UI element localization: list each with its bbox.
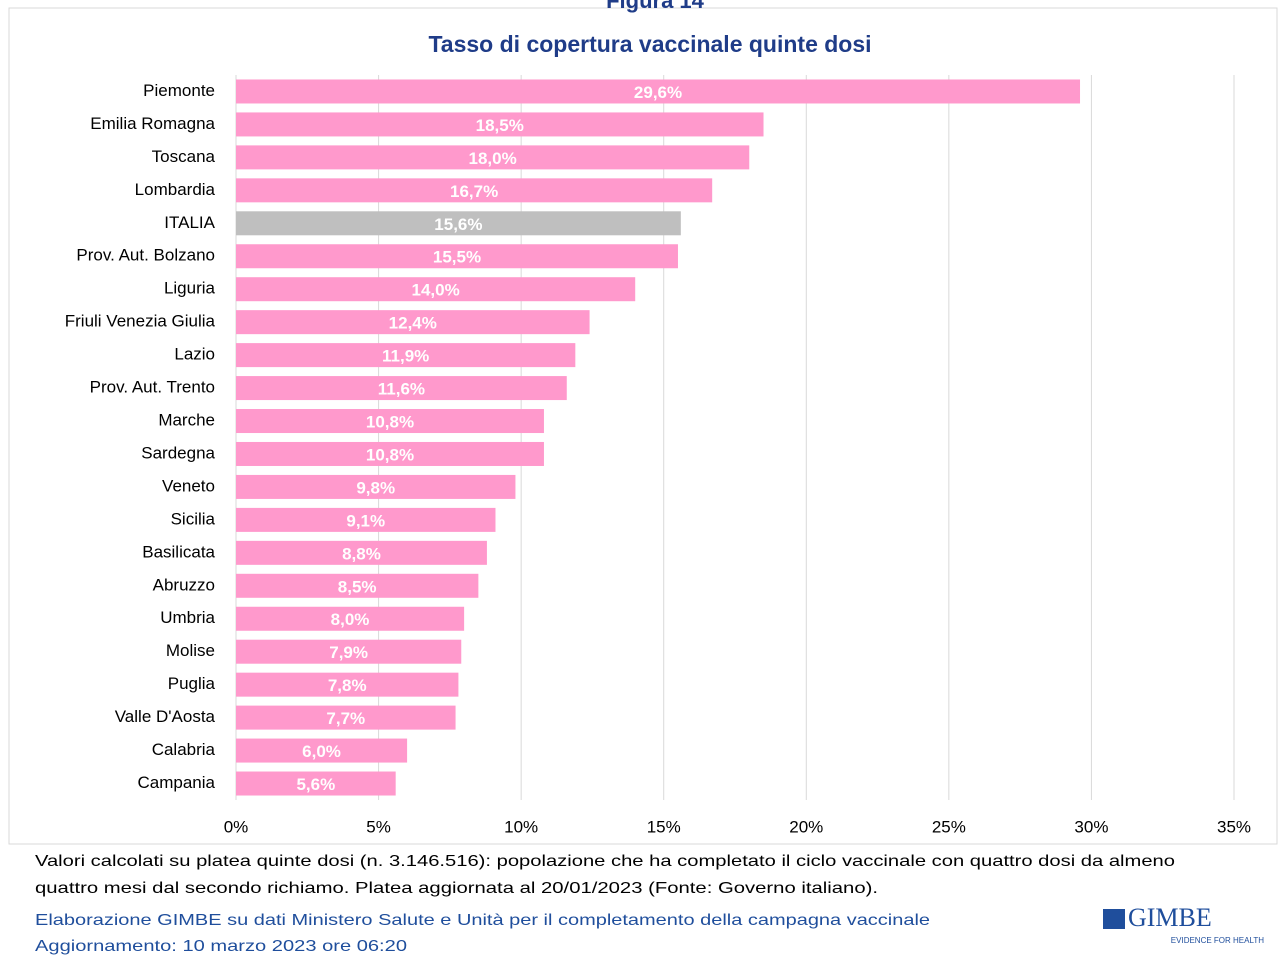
x-tick-label: 5% bbox=[366, 817, 391, 836]
bar bbox=[236, 738, 408, 763]
x-tick-label: 0% bbox=[224, 817, 249, 836]
y-tick-label: Emilia Romagna bbox=[90, 114, 215, 133]
data-label: 9,8% bbox=[356, 478, 395, 497]
data-label: 16,7% bbox=[450, 182, 498, 201]
y-tick-label: Abruzzo bbox=[153, 575, 215, 594]
data-label: 18,5% bbox=[476, 116, 524, 135]
y-tick-label: Friuli Venezia Giulia bbox=[65, 312, 216, 331]
data-label: 14,0% bbox=[411, 281, 459, 300]
x-tick-label: 20% bbox=[789, 817, 823, 836]
y-tick-label: Calabria bbox=[152, 740, 216, 759]
bar bbox=[236, 672, 459, 697]
y-tick-label: Lombardia bbox=[135, 180, 216, 199]
x-tick-label: 35% bbox=[1217, 817, 1251, 836]
bar bbox=[236, 79, 1081, 104]
bar bbox=[236, 376, 567, 401]
logo: GIMBE EVIDENCE FOR HEALTH bbox=[1103, 903, 1264, 945]
x-tick-label: 25% bbox=[932, 817, 966, 836]
bar bbox=[236, 540, 487, 565]
y-tick-label: Piemonte bbox=[143, 81, 215, 100]
x-tick-label: 10% bbox=[504, 817, 538, 836]
bar bbox=[236, 145, 750, 170]
data-label: 10,8% bbox=[366, 413, 414, 432]
data-label: 10,8% bbox=[366, 445, 414, 464]
y-tick-label: Sicilia bbox=[171, 509, 216, 528]
data-label: 7,8% bbox=[328, 676, 367, 695]
logo-tagline: EVIDENCE FOR HEALTH bbox=[1171, 936, 1264, 945]
x-tick-label: 30% bbox=[1074, 817, 1108, 836]
bar bbox=[236, 244, 678, 269]
data-label: 7,9% bbox=[329, 643, 368, 662]
bar bbox=[236, 211, 681, 236]
logo-icon bbox=[1103, 909, 1125, 929]
data-label: 11,9% bbox=[382, 347, 429, 366]
chart-frame bbox=[8, 7, 1278, 845]
y-tick-label: Marche bbox=[158, 411, 215, 430]
y-tick-label: Lazio bbox=[174, 345, 215, 364]
y-tick-label: Basilicata bbox=[142, 542, 215, 561]
data-label: 29,6% bbox=[634, 83, 682, 102]
logo-name: GIMBE bbox=[1128, 903, 1212, 932]
y-tick-label: Sardegna bbox=[141, 443, 215, 462]
data-label: 7,7% bbox=[326, 709, 365, 728]
data-label: 8,8% bbox=[342, 544, 381, 563]
note: Valori calcolati su platea quinte dosi (… bbox=[35, 853, 1175, 870]
data-label: 6,0% bbox=[302, 742, 341, 761]
bar bbox=[236, 705, 456, 730]
y-tick-label: Veneto bbox=[162, 476, 215, 495]
bar bbox=[236, 474, 516, 499]
figure-label: Figura 14 bbox=[606, 0, 705, 13]
data-label: 18,0% bbox=[469, 149, 517, 168]
data-label: 5,6% bbox=[296, 775, 335, 794]
y-tick-label: Prov. Aut. Trento bbox=[90, 378, 215, 397]
y-tick-label: Puglia bbox=[168, 674, 216, 693]
bar bbox=[236, 277, 636, 302]
data-label: 8,5% bbox=[338, 577, 377, 596]
bar bbox=[236, 639, 462, 664]
x-tick-label: 15% bbox=[647, 817, 681, 836]
y-tick-label: Valle D'Aosta bbox=[115, 707, 216, 726]
bar bbox=[236, 771, 396, 796]
data-label: 12,4% bbox=[389, 314, 437, 333]
chart-title: Tasso di copertura vaccinale quinte dosi bbox=[428, 31, 871, 57]
data-label: 9,1% bbox=[346, 511, 385, 530]
y-tick-label: Toscana bbox=[152, 147, 216, 166]
y-tick-label: Umbria bbox=[160, 608, 215, 627]
bar bbox=[236, 409, 544, 434]
bar bbox=[236, 310, 590, 335]
y-tick-label: Liguria bbox=[164, 279, 216, 298]
source: Elaborazione GIMBE su dati Ministero Sal… bbox=[35, 912, 930, 929]
data-label: 15,5% bbox=[433, 248, 481, 267]
data-label: 11,6% bbox=[378, 380, 425, 399]
y-tick-label: Campania bbox=[138, 773, 216, 792]
data-label: 8,0% bbox=[331, 610, 370, 629]
note: quattro mesi dal secondo richiamo. Plate… bbox=[35, 880, 878, 897]
bar bbox=[236, 178, 713, 203]
bar bbox=[236, 507, 496, 532]
source: Aggiornamento: 10 marzo 2023 ore 06:20 bbox=[35, 938, 407, 955]
bar bbox=[236, 112, 764, 137]
y-tick-label: Prov. Aut. Bolzano bbox=[76, 246, 215, 265]
data-label: 15,6% bbox=[434, 215, 482, 234]
bar bbox=[236, 343, 576, 368]
bar bbox=[236, 441, 544, 466]
y-tick-label: ITALIA bbox=[164, 213, 215, 232]
bar bbox=[236, 606, 465, 631]
bar bbox=[236, 573, 479, 598]
y-tick-label: Molise bbox=[166, 641, 215, 660]
